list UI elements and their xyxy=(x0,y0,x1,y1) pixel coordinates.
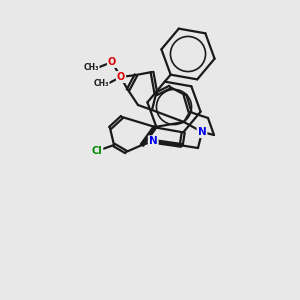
Text: O: O xyxy=(117,72,125,82)
Text: O: O xyxy=(108,57,116,67)
Text: CH₃: CH₃ xyxy=(83,64,99,73)
Text: Cl: Cl xyxy=(92,146,102,156)
Text: N: N xyxy=(149,136,158,146)
Text: N: N xyxy=(198,127,206,137)
Text: CH₃: CH₃ xyxy=(93,80,109,88)
